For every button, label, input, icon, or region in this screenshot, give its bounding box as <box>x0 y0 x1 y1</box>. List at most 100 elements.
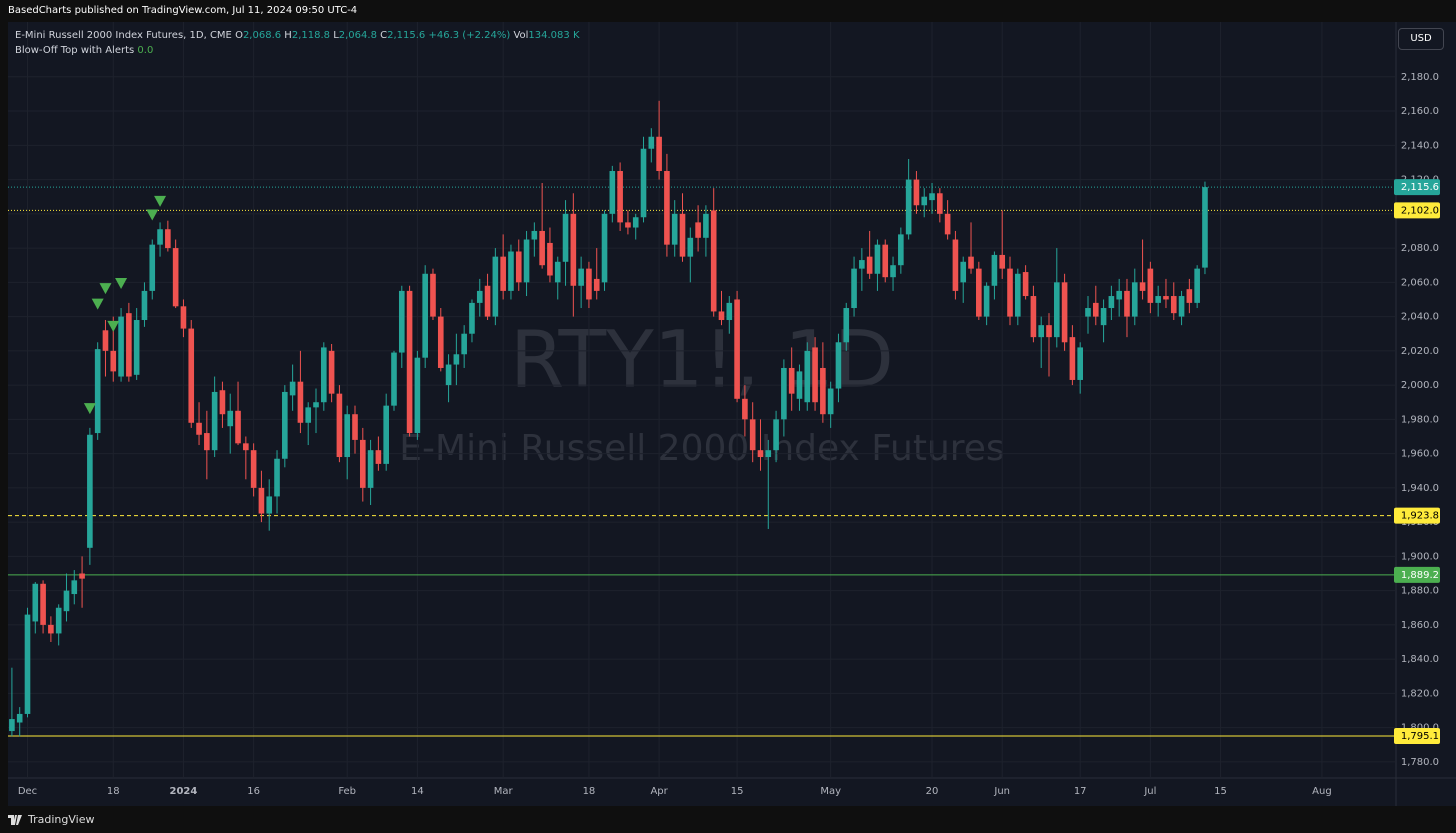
candle-body <box>258 487 265 514</box>
candle-body <box>578 268 584 286</box>
x-tick-label: Jul <box>1143 786 1156 797</box>
candle-body <box>593 278 600 291</box>
candle-body <box>16 713 23 723</box>
candle-body <box>414 357 421 434</box>
candle-body <box>1163 296 1169 300</box>
y-tick-label: 1,980.0 <box>1401 414 1439 425</box>
candle-body <box>1139 282 1146 291</box>
price-label: 2,102.0 <box>1401 205 1439 216</box>
candle-body <box>79 573 85 579</box>
candle-body <box>547 242 553 276</box>
footer: TradingView <box>0 806 1456 833</box>
candle-body <box>1170 296 1177 314</box>
price-label-bg <box>1394 179 1440 196</box>
candle-body <box>1116 290 1122 300</box>
candle-body <box>1015 273 1021 317</box>
candle-body <box>133 320 140 375</box>
y-tick-label: 1,840.0 <box>1401 654 1439 665</box>
candle-body <box>1007 268 1013 317</box>
candle-body <box>554 261 561 283</box>
candle-body <box>773 419 779 451</box>
candle-body <box>492 256 499 317</box>
candle-body <box>539 230 545 266</box>
candle-body <box>1077 347 1083 380</box>
candle-body <box>843 308 850 343</box>
candle-body <box>87 434 93 548</box>
price-label: 1,795.1 <box>1401 731 1439 742</box>
h-value: 2,118.8 <box>291 30 330 41</box>
candle-body <box>383 405 389 464</box>
candle-body <box>305 407 312 423</box>
signal-marker <box>146 209 159 221</box>
candle-body <box>726 302 733 321</box>
candle-body <box>617 171 623 223</box>
indicator-value: 0.0 <box>137 45 154 56</box>
currency-button[interactable]: USD <box>1398 28 1444 50</box>
candle-body <box>141 290 148 321</box>
y-tick-label: 1,960.0 <box>1401 449 1439 460</box>
watermark-subtitle: E-Mini Russell 2000 Index Futures <box>399 428 1004 469</box>
candle-body <box>859 260 865 269</box>
candle-body <box>508 251 514 291</box>
indicator-name[interactable]: Blow-Off Top with Alerts <box>15 45 135 56</box>
candle-body <box>391 352 397 406</box>
candle-body <box>1030 296 1037 338</box>
logo <box>8 815 22 825</box>
candle-body <box>898 234 904 266</box>
candle-body <box>24 614 31 714</box>
publish-info: BasedCharts published on TradingView.com… <box>8 5 358 16</box>
y-tick-label: 2,080.0 <box>1401 243 1439 254</box>
o-value: 2,068.6 <box>242 30 282 41</box>
candle-body <box>126 313 132 377</box>
signal-marker <box>83 403 96 415</box>
signal-marker <box>154 195 167 207</box>
candle-body <box>118 316 124 377</box>
time-axis <box>8 778 1456 806</box>
candle-body <box>406 290 413 434</box>
candle-body <box>165 229 171 249</box>
candle-body <box>968 256 974 269</box>
x-tick-label: 14 <box>411 786 424 797</box>
change: +46.3 (+2.24%) <box>428 30 511 41</box>
candle-body <box>219 390 226 415</box>
candle-body <box>1053 282 1060 338</box>
candle-body <box>952 239 959 291</box>
candle-body <box>804 350 811 403</box>
candle-body <box>1046 325 1052 338</box>
y-tick-label: 1,820.0 <box>1401 688 1439 699</box>
publish-bar: BasedCharts published on TradingView.com… <box>0 0 1456 22</box>
y-tick-label: 2,020.0 <box>1401 346 1439 357</box>
y-tick-label: 2,140.0 <box>1401 140 1439 151</box>
candle-body <box>71 580 78 595</box>
candle-body <box>344 414 351 458</box>
candle-body <box>94 349 101 434</box>
candle-body <box>1022 272 1029 297</box>
candle-body <box>820 367 826 415</box>
candle-body <box>243 443 249 451</box>
candle-body <box>172 248 179 307</box>
candle-body <box>1085 308 1091 317</box>
price-label-bg <box>1394 566 1440 583</box>
y-tick-label: 1,780.0 <box>1401 757 1439 768</box>
candle-body <box>266 496 273 514</box>
candle-body <box>695 222 701 238</box>
indicator-row[interactable]: Blow-Off Top with Alerts 0.0 <box>15 43 580 58</box>
candle-body <box>313 402 319 408</box>
candle-body <box>905 179 912 235</box>
price-label: 1,923.8 <box>1401 511 1439 522</box>
candle-body <box>274 458 280 497</box>
signal-marker <box>115 278 128 290</box>
candle-body <box>1069 337 1076 380</box>
candle-body <box>703 213 709 238</box>
candle-body <box>757 450 764 458</box>
candle-body <box>656 136 662 172</box>
candle-body <box>430 273 436 317</box>
candle-body <box>890 265 896 278</box>
candle-body <box>937 193 943 214</box>
candle-body <box>250 450 257 488</box>
candle-body <box>679 213 686 257</box>
x-tick-label: 17 <box>1074 786 1087 797</box>
y-tick-label: 2,000.0 <box>1401 380 1439 391</box>
candle-body <box>336 393 343 458</box>
